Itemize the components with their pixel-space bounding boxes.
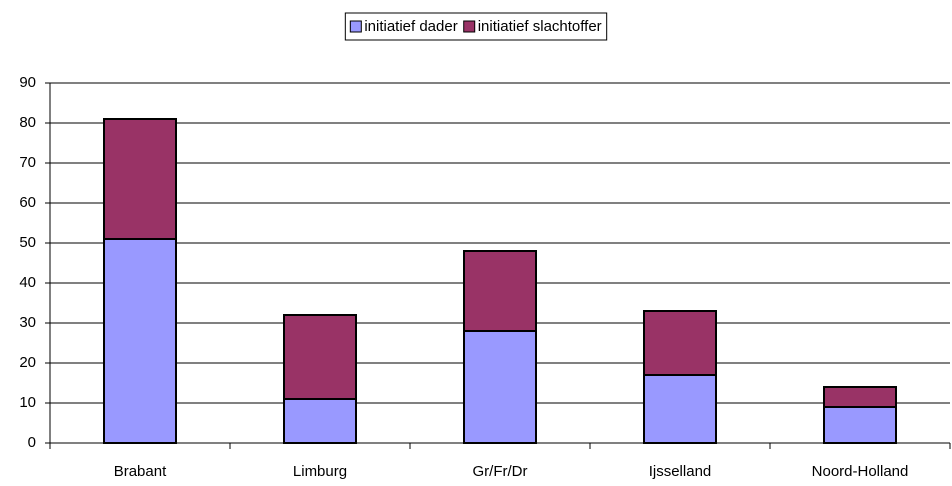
- legend-swatch: [349, 20, 362, 33]
- bar-segment: [463, 250, 537, 332]
- legend-label: initiatief slachtoffer: [478, 18, 602, 35]
- y-tick-label: 20: [19, 354, 36, 371]
- y-tick-label: 90: [19, 74, 36, 91]
- x-tick-label: Limburg: [293, 463, 347, 480]
- legend-label: initiatief dader: [364, 18, 457, 35]
- x-tick-label: Gr/Fr/Dr: [473, 463, 528, 480]
- x-tick-label: Noord-Holland: [812, 463, 909, 480]
- y-tick-label: 40: [19, 274, 36, 291]
- bar-segment: [463, 330, 537, 444]
- y-tick-label: 70: [19, 154, 36, 171]
- legend-box: [344, 12, 608, 41]
- bar-segment: [823, 386, 897, 408]
- bar-segment: [283, 398, 357, 444]
- bar-segment: [103, 118, 177, 240]
- y-tick-label: 50: [19, 234, 36, 251]
- x-tick-label: Ijsselland: [649, 463, 712, 480]
- y-tick-label: 80: [19, 114, 36, 131]
- y-tick-label: 10: [19, 394, 36, 411]
- bar-segment: [823, 406, 897, 444]
- y-tick-label: 0: [28, 434, 36, 451]
- legend: initiatief dader initiatief slachtoffer: [344, 12, 608, 41]
- legend-swatch: [463, 20, 476, 33]
- y-tick-label: 30: [19, 314, 36, 331]
- bar-segment: [643, 310, 717, 376]
- y-tick-label: 60: [19, 194, 36, 211]
- x-tick-label: Brabant: [114, 463, 167, 480]
- bar-segment: [283, 314, 357, 400]
- bar-segment: [103, 238, 177, 444]
- bar-segment: [643, 374, 717, 444]
